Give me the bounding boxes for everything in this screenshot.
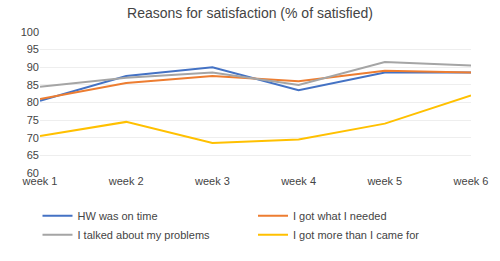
svg-text:week 5: week 5 [366,175,402,187]
svg-text:I got more than I came for: I got more than I came for [293,229,419,241]
svg-text:100: 100 [21,26,39,38]
svg-text:95: 95 [27,43,39,55]
svg-text:75: 75 [27,114,39,126]
svg-text:65: 65 [27,149,39,161]
svg-text:week 6: week 6 [453,175,489,187]
svg-text:85: 85 [27,79,39,91]
svg-text:week 1: week 1 [22,175,58,187]
svg-text:week 3: week 3 [194,175,230,187]
svg-text:70: 70 [27,132,39,144]
svg-text:60: 60 [27,167,39,179]
svg-text:Reasons for satisfaction (% of: Reasons for satisfaction (% of satisfied… [127,5,373,21]
svg-text:week 4: week 4 [280,175,316,187]
svg-text:I talked about my problems: I talked about my problems [78,229,211,241]
svg-text:90: 90 [27,61,39,73]
svg-text:HW was on time: HW was on time [78,210,158,222]
svg-text:I got what I needed: I got what I needed [293,210,387,222]
svg-text:80: 80 [27,96,39,108]
svg-text:week 2: week 2 [108,175,144,187]
